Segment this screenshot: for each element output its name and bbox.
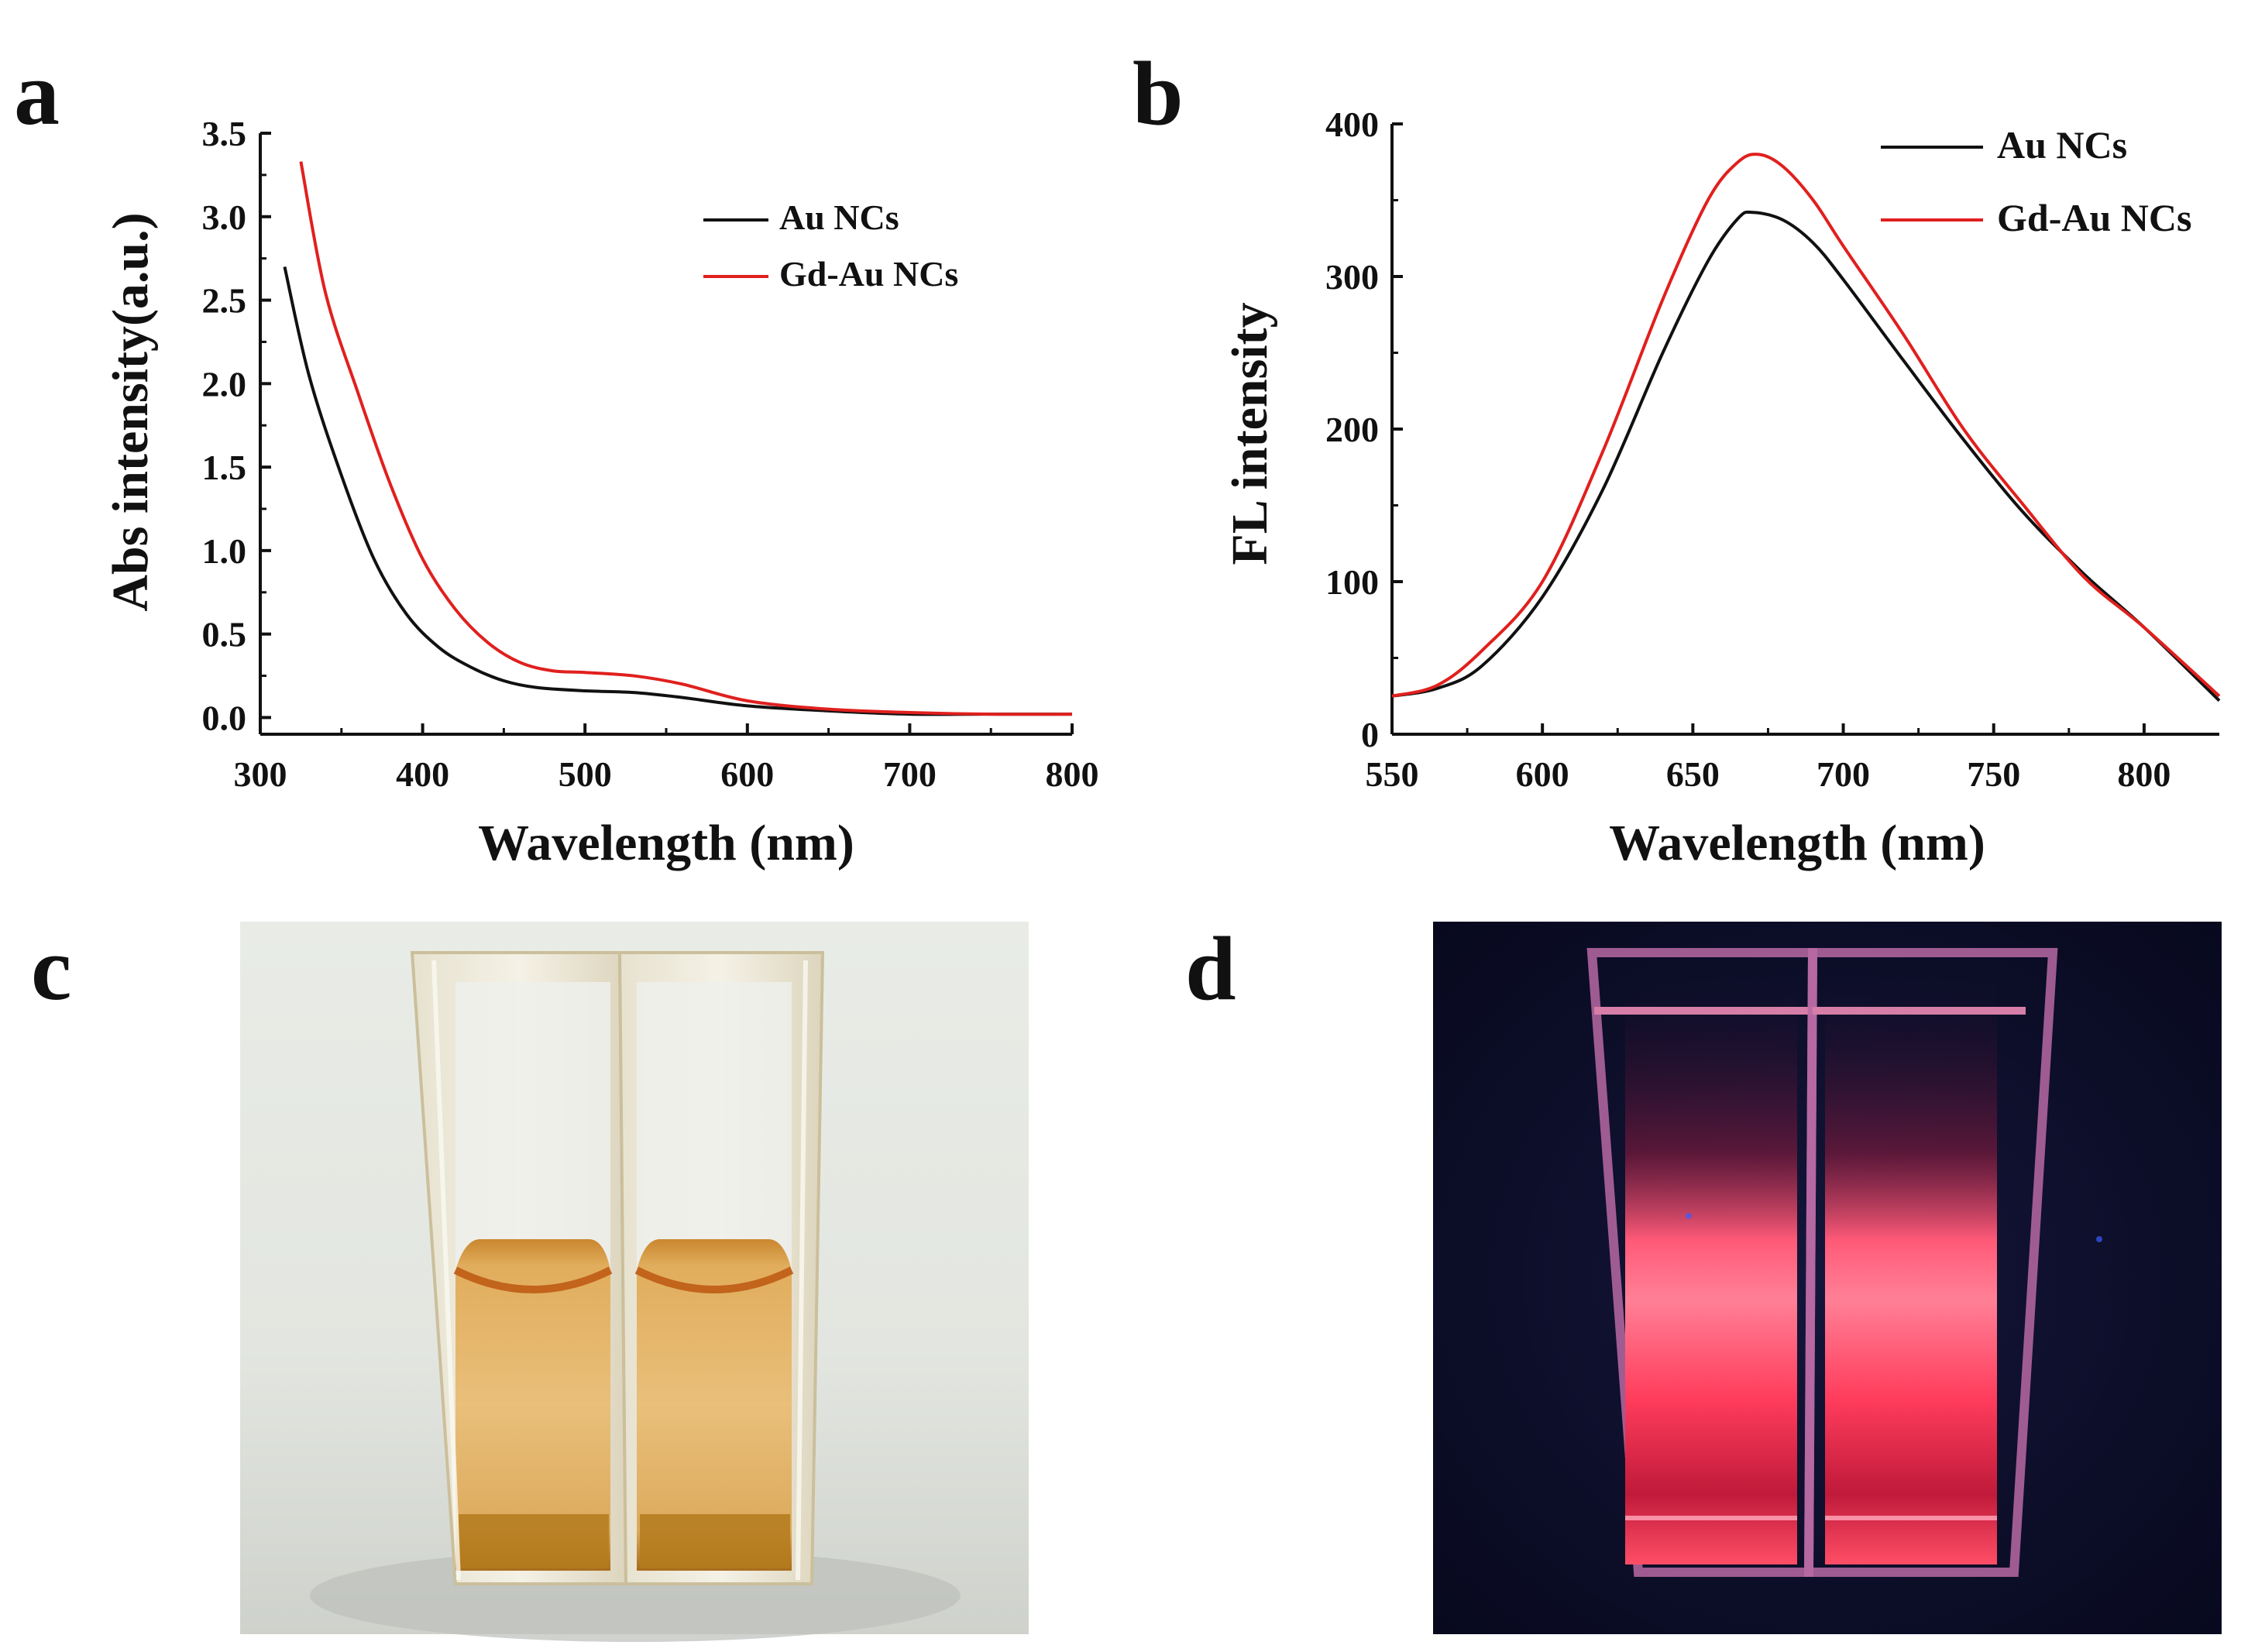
x-tick-label: 650 <box>1666 754 1720 794</box>
chart-a-y-axis-label: Abs intensity(a.u.) <box>102 212 159 611</box>
x-tick-label: 500 <box>559 754 612 794</box>
panel-label-a: a <box>14 43 60 144</box>
y-tick-label: 3.5 <box>202 114 247 153</box>
y-tick-label: 1.0 <box>202 531 247 571</box>
photo-d-cuvettes-uv <box>1433 922 2222 1634</box>
x-tick-label: 800 <box>2117 754 2171 794</box>
y-tick-label: 2.0 <box>202 364 247 404</box>
chart-b-ticks: 550 600 650 700 750 800 0 100 200 300 400 <box>1325 105 2171 794</box>
cuvette-right <box>617 951 825 1585</box>
chart-b-legend: Au NCs Gd-Au NCs <box>1881 123 2191 239</box>
chart-a-absorbance: 300 400 500 600 700 800 0.0 0.5 1.0 1.5 2.0 2.5 3.0 3… <box>102 114 1099 871</box>
chart-a-ticks: 300 400 500 600 700 800 0.0 0.5 1.0 1.5 2.0 2.5 3.0 3… <box>202 114 1099 794</box>
cuvette-left-uv <box>1586 948 1818 1577</box>
x-tick-label: 700 <box>1817 754 1870 794</box>
y-tick-label: 0.5 <box>202 615 247 654</box>
x-tick-label: 300 <box>234 754 287 794</box>
x-tick-label: 750 <box>1967 754 2020 794</box>
y-tick-label: 200 <box>1325 410 1379 449</box>
y-tick-label: 0.0 <box>202 698 247 737</box>
chart-a-axes <box>259 133 1072 736</box>
series-line-au-ncs <box>283 266 1072 716</box>
cuvette-right-uv <box>1803 948 2058 1577</box>
photo-c-cuvettes-daylight <box>240 922 1029 1642</box>
chart-b-y-axis-label: FL intensity <box>1222 302 1278 565</box>
y-tick-label: 1.5 <box>202 448 247 487</box>
x-tick-label: 700 <box>883 754 937 794</box>
chart-b-series <box>1391 153 2221 702</box>
series-line-gd-au-ncs <box>1391 153 2221 698</box>
y-tick-label: 2.5 <box>202 281 247 321</box>
y-tick-label: 3.0 <box>202 197 247 237</box>
legend-label-gd-au-ncs: Gd-Au NCs <box>1997 196 2191 239</box>
chart-b-x-axis-label: Wavelength (nm) <box>1609 815 1985 871</box>
chart-a-x-axis-label: Wavelength (nm) <box>478 815 854 871</box>
legend-label-gd-au-ncs: Gd-Au NCs <box>779 254 958 294</box>
chart-a-series <box>283 161 1073 716</box>
y-tick-label: 400 <box>1325 105 1379 144</box>
cuvette-left <box>410 951 628 1585</box>
chart-b-fluorescence: 550 600 650 700 750 800 0 100 200 300 400 Waveleng… <box>1222 105 2221 871</box>
series-line-au-ncs <box>1391 210 2221 702</box>
y-tick-label: 100 <box>1325 562 1379 602</box>
legend-label-au-ncs: Au NCs <box>779 197 899 237</box>
chart-a-legend: Au NCs Gd-Au NCs <box>703 197 958 294</box>
x-tick-label: 600 <box>720 754 774 794</box>
panel-label-c: c <box>31 918 71 1019</box>
panel-label-d: d <box>1185 918 1236 1019</box>
y-tick-label: 0 <box>1361 715 1379 754</box>
x-tick-label: 600 <box>1516 754 1569 794</box>
x-tick-label: 400 <box>396 754 449 794</box>
y-tick-label: 300 <box>1325 257 1379 297</box>
x-tick-label: 550 <box>1366 754 1419 794</box>
panel-label-b: b <box>1133 43 1184 144</box>
series-line-gd-au-ncs <box>299 161 1073 716</box>
legend-label-au-ncs: Au NCs <box>1997 123 2127 167</box>
x-tick-label: 800 <box>1046 754 1099 794</box>
